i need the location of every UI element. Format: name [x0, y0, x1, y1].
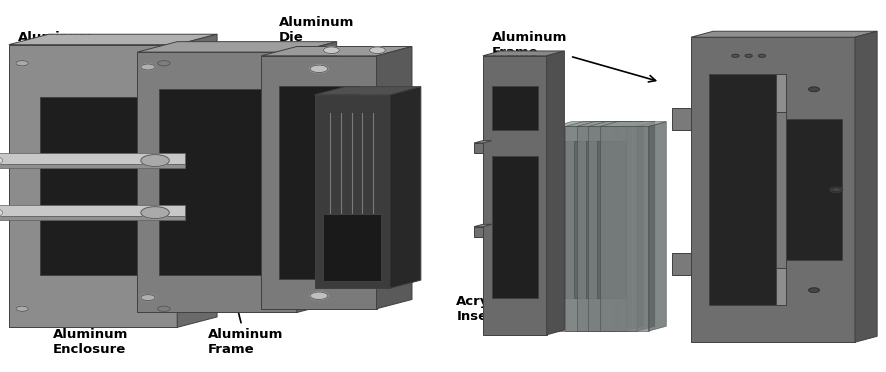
Polygon shape: [776, 268, 786, 305]
Polygon shape: [0, 153, 185, 164]
Circle shape: [832, 187, 843, 192]
Circle shape: [809, 288, 820, 292]
Polygon shape: [177, 34, 217, 327]
Polygon shape: [137, 42, 337, 52]
Polygon shape: [137, 52, 297, 312]
Polygon shape: [691, 37, 855, 342]
Polygon shape: [261, 56, 377, 309]
Circle shape: [830, 187, 841, 192]
Text: Aluminum
Frame: Aluminum Frame: [18, 31, 159, 85]
Polygon shape: [377, 46, 412, 309]
Circle shape: [758, 54, 766, 57]
Polygon shape: [474, 227, 483, 237]
Polygon shape: [0, 164, 185, 168]
Circle shape: [141, 295, 155, 301]
Circle shape: [369, 47, 385, 54]
Polygon shape: [672, 253, 691, 275]
Text: Aluminum
Die: Aluminum Die: [279, 16, 354, 89]
Circle shape: [141, 207, 169, 219]
Polygon shape: [0, 216, 185, 220]
Polygon shape: [315, 87, 421, 95]
Polygon shape: [672, 108, 691, 130]
Circle shape: [16, 61, 28, 66]
Polygon shape: [565, 122, 632, 126]
Polygon shape: [563, 141, 591, 298]
Polygon shape: [261, 46, 412, 56]
Polygon shape: [574, 141, 602, 298]
Circle shape: [745, 54, 752, 57]
Circle shape: [323, 47, 339, 54]
Polygon shape: [565, 126, 614, 331]
Polygon shape: [492, 86, 538, 130]
Polygon shape: [474, 224, 492, 227]
Circle shape: [141, 155, 169, 167]
Polygon shape: [323, 214, 381, 281]
Polygon shape: [9, 34, 217, 45]
Polygon shape: [614, 122, 632, 331]
Polygon shape: [600, 122, 666, 126]
Circle shape: [141, 64, 155, 70]
Circle shape: [16, 306, 28, 311]
Polygon shape: [474, 141, 492, 143]
Circle shape: [158, 61, 170, 66]
Polygon shape: [315, 95, 390, 288]
Polygon shape: [297, 42, 337, 312]
Circle shape: [310, 65, 328, 73]
Polygon shape: [586, 141, 614, 298]
Polygon shape: [40, 97, 146, 275]
Text: Aluminum
Frame: Aluminum Frame: [208, 302, 284, 356]
Polygon shape: [577, 126, 626, 331]
Polygon shape: [691, 31, 877, 37]
Polygon shape: [577, 122, 643, 126]
Polygon shape: [597, 141, 626, 298]
Polygon shape: [602, 122, 620, 331]
Polygon shape: [649, 122, 666, 331]
Text: Acrylic
Inserts: Acrylic Inserts: [456, 295, 509, 323]
Polygon shape: [492, 156, 538, 298]
Circle shape: [158, 306, 170, 311]
Circle shape: [279, 64, 293, 70]
Text: Aluminum
Frame: Aluminum Frame: [492, 31, 656, 82]
Polygon shape: [588, 126, 637, 331]
Polygon shape: [9, 45, 177, 327]
Circle shape: [279, 295, 293, 301]
Polygon shape: [279, 86, 359, 279]
Polygon shape: [390, 87, 421, 288]
Polygon shape: [474, 143, 483, 153]
Circle shape: [809, 87, 820, 92]
Polygon shape: [0, 205, 185, 216]
Circle shape: [732, 54, 739, 57]
Polygon shape: [709, 74, 776, 305]
Polygon shape: [483, 51, 564, 56]
Circle shape: [0, 156, 3, 166]
Polygon shape: [483, 56, 547, 335]
Polygon shape: [159, 89, 275, 275]
Polygon shape: [588, 122, 655, 126]
Polygon shape: [786, 119, 842, 260]
Text: Aluminum
Enclosure: Aluminum Enclosure: [53, 298, 128, 356]
Circle shape: [0, 208, 3, 218]
Polygon shape: [776, 112, 786, 268]
Circle shape: [310, 292, 328, 299]
Polygon shape: [626, 122, 643, 331]
Polygon shape: [855, 31, 877, 342]
Polygon shape: [600, 126, 649, 331]
Polygon shape: [637, 122, 655, 331]
Polygon shape: [776, 74, 786, 112]
Text: Acrylic
Die: Acrylic Die: [18, 146, 133, 174]
Polygon shape: [554, 122, 620, 126]
Polygon shape: [547, 51, 564, 335]
Polygon shape: [554, 126, 602, 331]
